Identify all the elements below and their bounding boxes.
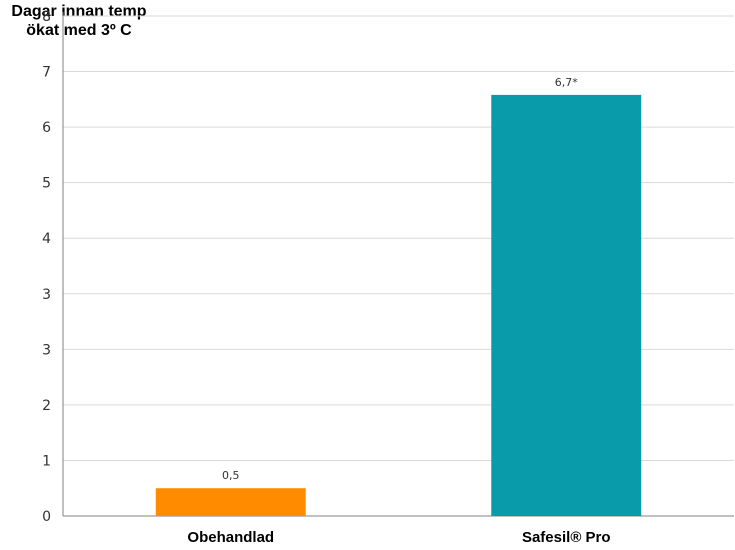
y-tick-label: 0 — [42, 509, 51, 525]
data-label: 6,7* — [555, 76, 578, 89]
y-tick-label: 6 — [42, 120, 51, 136]
y-axis-title-line-2: ökat med 3º C — [26, 22, 132, 39]
bar — [491, 94, 642, 516]
y-tick-label: 3 — [42, 342, 51, 358]
y-tick-label: 8 — [42, 9, 51, 25]
y-tick-label: 7 — [42, 65, 51, 81]
x-tick-label: Obehandlad — [187, 529, 274, 546]
y-tick-label: 2 — [42, 398, 51, 414]
data-label: 0,5 — [222, 469, 240, 482]
bar — [155, 488, 306, 516]
y-tick-label: 4 — [42, 231, 51, 247]
y-tick-label: 5 — [42, 176, 51, 192]
x-tick-label: Safesil® Pro — [522, 529, 611, 546]
y-tick-label: 3 — [42, 287, 51, 303]
y-tick-label: 1 — [42, 453, 51, 469]
